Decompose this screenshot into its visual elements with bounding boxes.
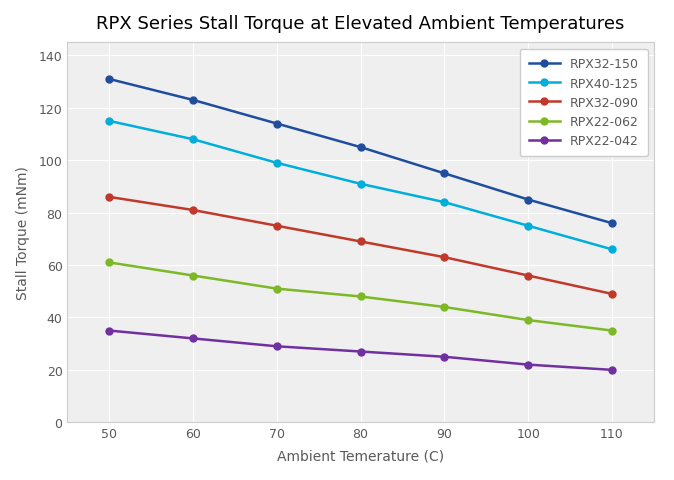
RPX32-150 [357, 145, 365, 151]
RPX40-125 [524, 223, 532, 229]
Line: RPX22-042: RPX22-042 [106, 327, 615, 373]
RPX32-090 [105, 194, 113, 200]
RPX40-125 [189, 137, 197, 143]
RPX22-062 [440, 304, 448, 310]
Y-axis label: Stall Torque (mNm): Stall Torque (mNm) [16, 166, 30, 300]
RPX22-042 [189, 336, 197, 342]
RPX40-125 [608, 247, 616, 252]
RPX32-150 [189, 98, 197, 104]
RPX22-042 [357, 349, 365, 355]
RPX32-150 [440, 171, 448, 177]
RPX22-062 [357, 294, 365, 300]
RPX22-042 [608, 367, 616, 373]
Title: RPX Series Stall Torque at Elevated Ambient Temperatures: RPX Series Stall Torque at Elevated Ambi… [96, 15, 625, 33]
RPX22-042 [524, 362, 532, 368]
RPX40-125 [105, 119, 113, 124]
RPX40-125 [440, 200, 448, 205]
RPX22-042 [440, 354, 448, 360]
RPX22-062 [105, 260, 113, 266]
RPX22-062 [608, 328, 616, 334]
RPX40-125 [273, 161, 281, 167]
Line: RPX40-125: RPX40-125 [106, 118, 615, 253]
RPX32-090 [357, 239, 365, 245]
Line: RPX32-150: RPX32-150 [106, 76, 615, 227]
RPX32-090 [189, 208, 197, 214]
RPX40-125 [357, 181, 365, 187]
RPX32-090 [273, 223, 281, 229]
Line: RPX22-062: RPX22-062 [106, 259, 615, 335]
RPX32-090 [440, 255, 448, 261]
RPX22-042 [105, 328, 113, 334]
RPX22-062 [273, 286, 281, 292]
X-axis label: Ambient Temerature (C): Ambient Temerature (C) [277, 448, 444, 463]
RPX22-062 [524, 318, 532, 324]
Line: RPX32-090: RPX32-090 [106, 194, 615, 298]
RPX32-150 [524, 197, 532, 203]
RPX32-150 [273, 121, 281, 127]
RPX22-062 [189, 273, 197, 279]
RPX32-090 [524, 273, 532, 279]
RPX32-090 [608, 291, 616, 297]
RPX22-042 [273, 344, 281, 349]
Legend: RPX32-150, RPX40-125, RPX32-090, RPX22-062, RPX22-042: RPX32-150, RPX40-125, RPX32-090, RPX22-0… [520, 49, 648, 156]
RPX32-150 [608, 221, 616, 227]
RPX32-150 [105, 77, 113, 83]
